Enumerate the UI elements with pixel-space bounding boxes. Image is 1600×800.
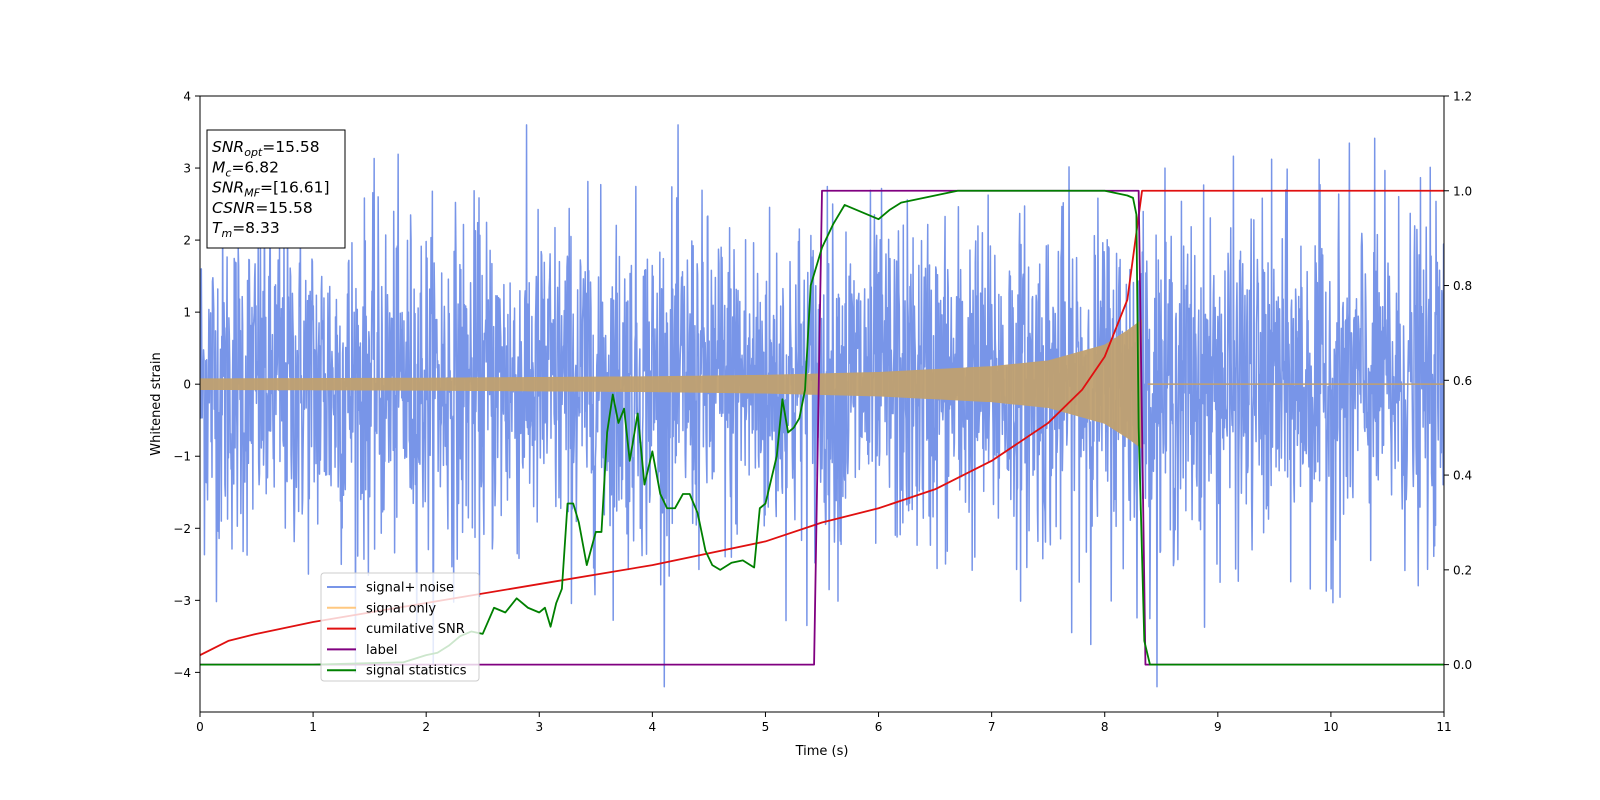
y-right-tick-label: 1.2 (1453, 90, 1472, 104)
x-tick-label: 8 (1101, 720, 1109, 734)
x-tick-label: 2 (422, 720, 430, 734)
y-left-tick-label: 3 (183, 162, 191, 176)
x-tick-label: 1 (309, 720, 317, 734)
y-right-tick-label: 0.6 (1453, 374, 1472, 388)
line-series (200, 189, 1444, 666)
y-left-tick-label: 1 (183, 306, 191, 320)
y-right-tick-label: 0.2 (1453, 563, 1472, 577)
y-left-tick-label: −3 (173, 594, 191, 608)
y-left-tick-label: −4 (173, 666, 191, 680)
legend-label: signal+ noise (366, 581, 454, 596)
info-sub: m (221, 227, 232, 240)
legend-label: cumilative SNR (366, 622, 465, 637)
x-tick-label: 5 (762, 720, 770, 734)
series-signal-noise (200, 124, 1444, 688)
y-right-tick-label: 0.0 (1453, 658, 1472, 672)
x-tick-label: 4 (649, 720, 657, 734)
info-line: SNRMF=[16.61] (212, 179, 330, 200)
series-signal-statistics (200, 189, 1444, 666)
x-tick-label: 10 (1323, 720, 1338, 734)
info-main: SNR (212, 138, 244, 156)
series-signal-only (200, 319, 1143, 450)
info-sub: MF (244, 187, 260, 200)
legend-label: signal statistics (366, 664, 467, 679)
info-value: =15.58 (262, 138, 319, 156)
info-main: SNR (212, 179, 244, 197)
plot-frame (199, 95, 1445, 713)
x-tick-label: 3 (535, 720, 543, 734)
info-sub: c (225, 166, 231, 179)
y-left-tick-label: −2 (173, 522, 191, 536)
info-value: =15.58 (255, 199, 312, 217)
info-main: M (212, 158, 225, 176)
info-main: CSNR (212, 199, 255, 217)
y-axis-label: Whitened strain (149, 352, 164, 455)
series-cumilative-snr (200, 189, 1444, 656)
x-axis: 0 1 2 3 4 5 6 7 8 9 10 11 (196, 712, 1452, 734)
info-box: SNRopt=15.58Mc=6.82SNRMF=[16.61]CSNR=15.… (206, 129, 346, 249)
y-right-tick-label: 0.4 (1453, 469, 1472, 483)
info-sub: opt (244, 146, 263, 159)
info-line: SNRopt=15.58 (212, 138, 320, 159)
x-tick-label: 6 (875, 720, 883, 734)
y-left-tick-label: 4 (183, 90, 191, 104)
info-line: Mc=6.82 (212, 158, 279, 179)
legend-label: label (366, 643, 397, 658)
x-tick-label: 11 (1436, 720, 1451, 734)
info-value: =[16.61] (260, 179, 329, 197)
info-lines: SNRopt=15.58Mc=6.82SNRMF=[16.61]CSNR=15.… (212, 138, 330, 240)
legend-items: signal+ noise signal only cumilative SNR la… (327, 581, 467, 679)
x-tick-label: 7 (988, 720, 996, 734)
y-axis-right: 0.0 0.2 0.4 0.6 0.8 1.0 1.2 (1444, 90, 1472, 672)
y-left-tick-label: 2 (183, 234, 191, 248)
y-axis-left: −4 −3 −2 −1 0 1 2 3 4 (173, 90, 200, 680)
x-axis-label: Time (s) (795, 744, 849, 759)
y-right-tick-label: 1.0 (1453, 184, 1472, 198)
x-tick-label: 9 (1214, 720, 1222, 734)
y-left-tick-label: 0 (183, 378, 191, 392)
info-line: Tm=8.33 (212, 219, 280, 240)
x-tick-label: 0 (196, 720, 204, 734)
legend: signal+ noise signal only cumilative SNR la… (320, 572, 480, 682)
info-line: CSNR=15.58 (212, 199, 313, 217)
info-value: =6.82 (231, 158, 279, 176)
info-main: T (212, 219, 223, 237)
y-left-tick-label: −1 (173, 450, 191, 464)
legend-label: signal only (366, 601, 436, 616)
plot-area (200, 124, 1444, 688)
info-value: =8.33 (232, 219, 280, 237)
y-right-tick-label: 0.8 (1453, 279, 1472, 293)
